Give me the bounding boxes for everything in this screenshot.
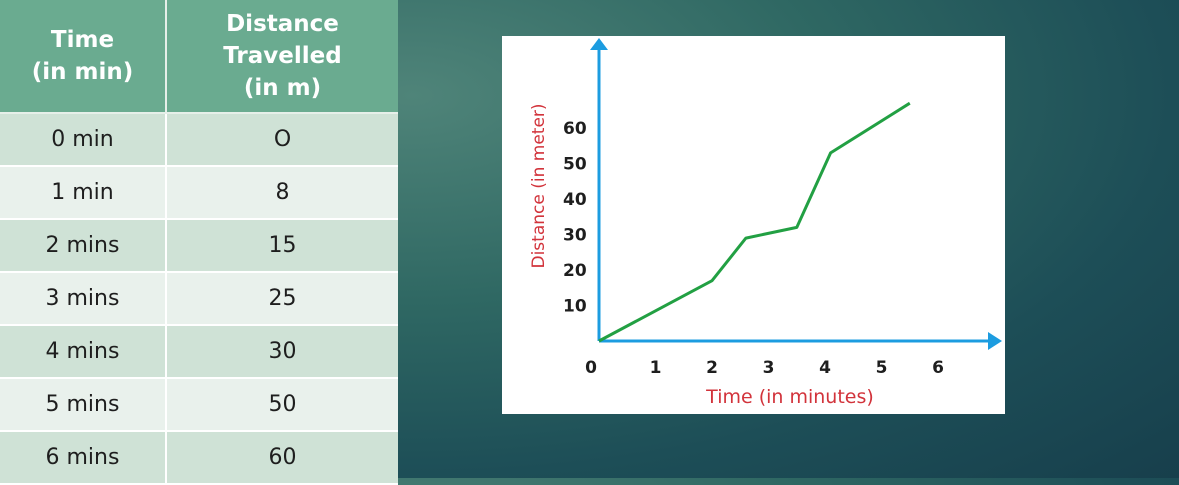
table-header-row: Time (in min) Distance Travelled (in m) bbox=[0, 0, 398, 114]
table-row: 0 min O bbox=[0, 113, 398, 167]
y-tick-label: 10 bbox=[563, 297, 587, 317]
x-tick-label: 2 bbox=[706, 358, 718, 378]
distance-cell: 60 bbox=[166, 431, 398, 485]
table-row: 2 mins 15 bbox=[0, 219, 398, 273]
header-distance-line1: Distance bbox=[226, 11, 339, 37]
distance-cell: 8 bbox=[166, 166, 398, 220]
x-tick-label: 4 bbox=[819, 358, 831, 378]
table-row: 6 mins 60 bbox=[0, 431, 398, 485]
y-tick-label: 20 bbox=[563, 261, 587, 281]
time-cell: 0 min bbox=[0, 113, 167, 167]
time-cell: 2 mins bbox=[0, 219, 167, 273]
x-tick-label: 3 bbox=[763, 358, 775, 378]
distance-time-chart: 10 20 30 40 50 60 0 1 2 3 4 5 6 Time (in minutes) D… bbox=[529, 38, 1002, 408]
x-tick-label: 0 bbox=[585, 358, 597, 378]
header-time-line2: (in min) bbox=[31, 59, 134, 85]
y-tick-labels: 10 20 30 40 50 60 bbox=[563, 119, 587, 317]
y-tick-label: 60 bbox=[563, 119, 587, 139]
x-tick-label: 1 bbox=[650, 358, 662, 378]
header-distance: Distance Travelled (in m) bbox=[166, 0, 398, 114]
y-axis-label: Distance (in meter) bbox=[529, 103, 549, 268]
chart-panel: 10 20 30 40 50 60 0 1 2 3 4 5 6 Time (in minutes) D… bbox=[502, 36, 1005, 414]
distance-cell: 50 bbox=[166, 378, 398, 432]
header-distance-line2: Travelled bbox=[223, 43, 342, 69]
table-row: 3 mins 25 bbox=[0, 272, 398, 326]
header-time-line1: Time bbox=[50, 27, 115, 53]
x-axis-label: Time (in minutes) bbox=[705, 386, 874, 408]
y-tick-label: 50 bbox=[563, 155, 587, 175]
distance-cell: 15 bbox=[166, 219, 398, 273]
time-cell: 5 mins bbox=[0, 378, 167, 432]
table-row: 1 min 8 bbox=[0, 166, 398, 220]
table-row: 5 mins 50 bbox=[0, 378, 398, 432]
time-cell: 3 mins bbox=[0, 272, 167, 326]
time-cell: 1 min bbox=[0, 166, 167, 220]
x-tick-label: 5 bbox=[876, 358, 888, 378]
table-row: 4 mins 30 bbox=[0, 325, 398, 379]
y-tick-label: 30 bbox=[563, 226, 587, 246]
distance-cell: O bbox=[166, 113, 398, 167]
distance-cell: 30 bbox=[166, 325, 398, 379]
header-time: Time (in min) bbox=[0, 0, 167, 114]
y-tick-label: 40 bbox=[563, 190, 587, 210]
x-axis-arrow bbox=[988, 332, 1002, 350]
distance-cell: 25 bbox=[166, 272, 398, 326]
x-tick-labels: 0 1 2 3 4 5 6 bbox=[585, 358, 944, 378]
x-tick-label: 6 bbox=[932, 358, 944, 378]
header-distance-line3: (in m) bbox=[243, 75, 322, 101]
distance-time-table: Time (in min) Distance Travelled (in m) … bbox=[0, 0, 398, 485]
y-axis-arrow bbox=[590, 38, 608, 50]
series-line bbox=[598, 101, 911, 343]
time-cell: 6 mins bbox=[0, 431, 167, 485]
time-cell: 4 mins bbox=[0, 325, 167, 379]
